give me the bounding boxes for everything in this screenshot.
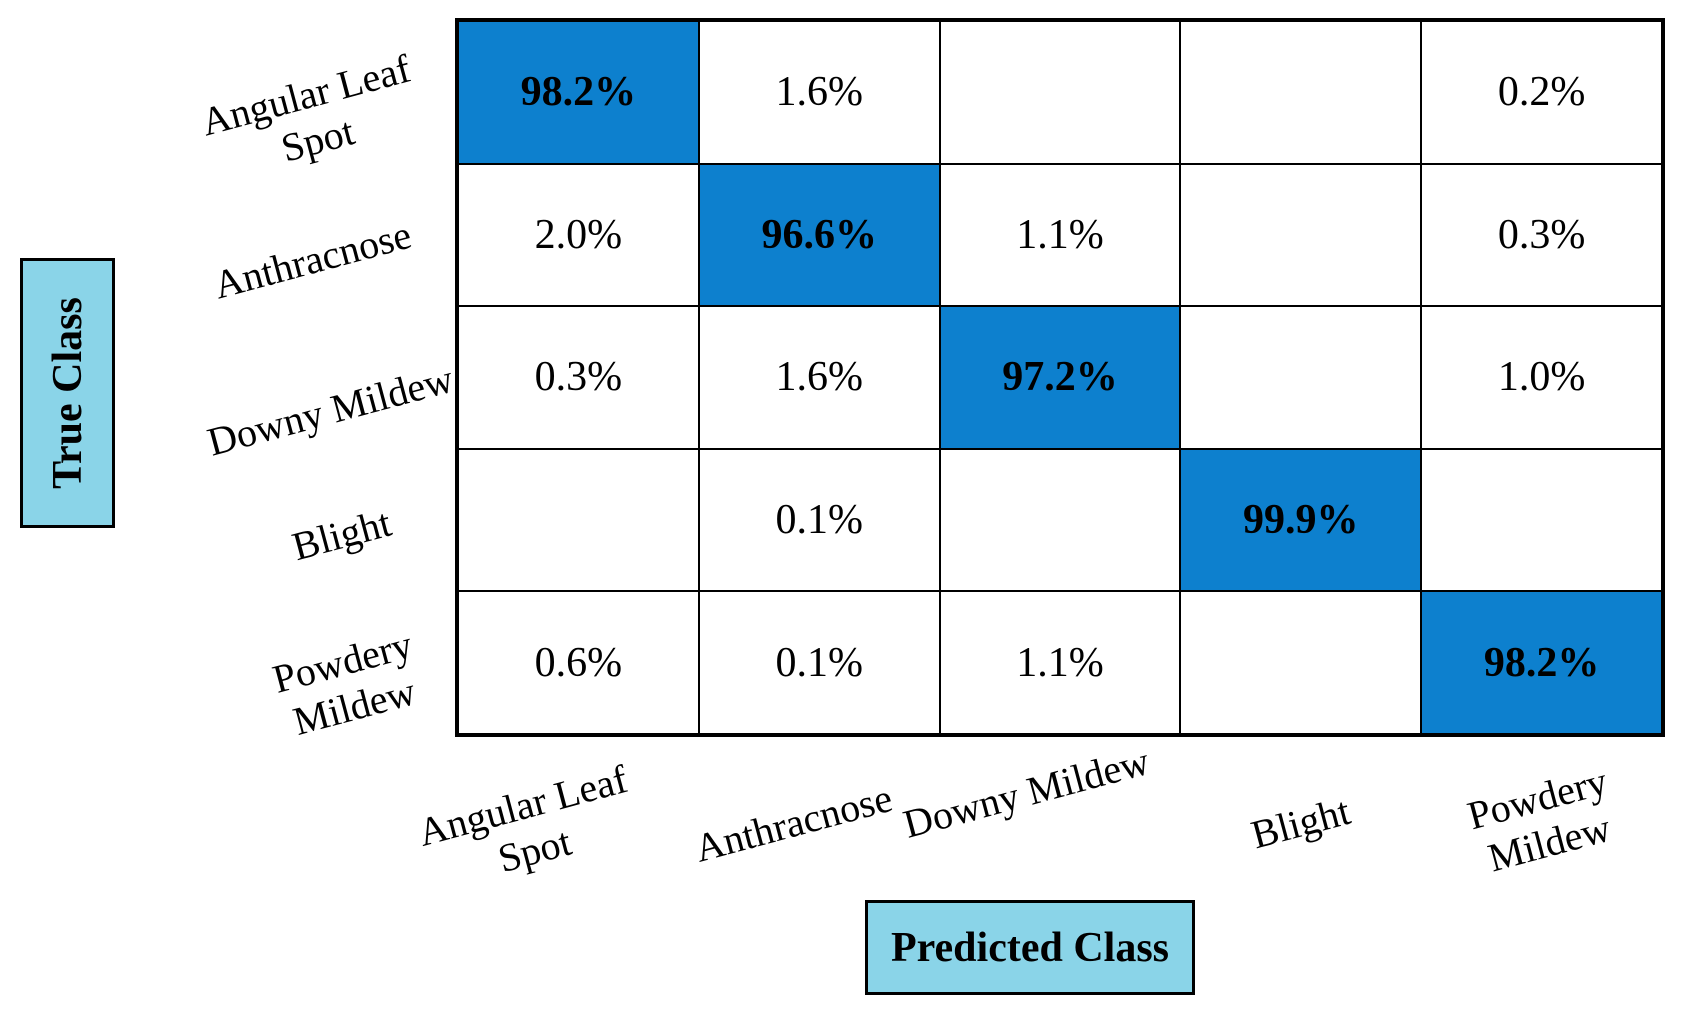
matrix-cell: 0.6% [458,591,699,734]
matrix-cell-diagonal: 96.6% [698,163,940,307]
y-axis-label-box: True Class [20,258,115,528]
col-label: Angular Leaf Spot [412,756,632,882]
col-label: Powdery Mildew [1462,758,1615,881]
matrix-cell-diagonal: 99.9% [1180,448,1422,592]
matrix-cell: 0.2% [1421,21,1662,164]
row-label: Powdery Mildew [267,621,421,744]
col-label: Blight [1246,788,1355,858]
matrix-cell-diagonal: 98.2% [1421,591,1662,734]
x-axis-label: Predicted Class [890,924,1170,971]
matrix-cell: 1.1% [939,591,1181,734]
matrix-cell [1180,306,1422,449]
row-label: Angular Leaf Spot [196,45,415,171]
matrix-cell [1180,163,1422,307]
matrix-cell: 1.1% [939,163,1181,307]
row-label: Downy Mildew [202,355,458,465]
matrix-cell: 0.1% [698,448,940,592]
matrix-cell [458,448,699,592]
matrix-cell [939,448,1181,592]
row-label: Blight [287,499,396,570]
x-axis-label-box: Predicted Class [865,900,1195,995]
matrix-cell: 0.3% [1421,163,1662,307]
matrix-cell [1180,21,1422,164]
matrix-cell [1421,448,1662,592]
row-label: Anthracnose [208,211,416,308]
matrix-cell: 1.0% [1421,306,1662,449]
matrix-cell [1180,591,1422,734]
matrix-cell: 1.6% [698,306,940,449]
matrix-cell: 0.3% [458,306,699,449]
col-label: Anthracnose [689,775,897,871]
matrix-cell [939,21,1181,164]
matrix-cell-diagonal: 97.2% [939,306,1181,449]
col-label: Downy Mildew [898,738,1154,847]
matrix-cell: 2.0% [458,163,699,307]
matrix-cell: 1.6% [698,21,940,164]
y-axis-label: True Class [44,297,91,489]
matrix-cell-diagonal: 98.2% [458,21,699,164]
matrix-grid: 98.2% 1.6% 0.2% 2.0% 96.6% 1.1% 0.3% 0.3% 1.6% 97… [455,18,1665,737]
matrix-cell: 0.1% [698,591,940,734]
